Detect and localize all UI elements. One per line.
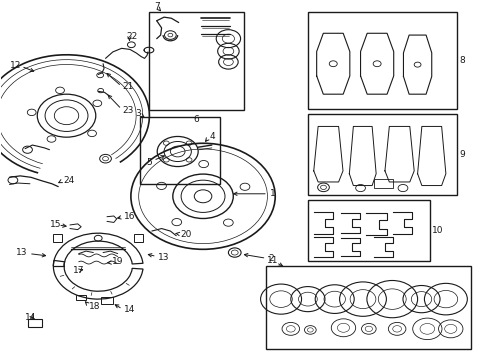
Text: 21: 21 [122, 82, 134, 91]
Text: 4: 4 [209, 132, 215, 141]
Bar [307, 12, 456, 108]
Bar [76, 295, 86, 300]
Text: 8: 8 [458, 56, 464, 65]
Bar [266, 266, 470, 348]
Text: 7: 7 [154, 2, 160, 11]
Bar [101, 297, 113, 304]
Text: 20: 20 [180, 230, 191, 239]
Text: 13: 13 [158, 253, 169, 262]
Text: 14: 14 [25, 312, 37, 321]
Text: 15: 15 [50, 220, 62, 229]
Bar [373, 179, 392, 188]
Bar [27, 319, 42, 327]
Text: 11: 11 [267, 256, 278, 265]
Text: 13: 13 [16, 248, 27, 257]
Text: 24: 24 [63, 176, 74, 185]
Text: 3: 3 [135, 109, 140, 118]
Bar [140, 117, 220, 184]
Text: 16: 16 [123, 212, 135, 221]
Bar [307, 200, 429, 261]
Bar [53, 234, 62, 242]
Text: 6: 6 [193, 115, 199, 124]
Text: 10: 10 [431, 226, 443, 235]
Bar [149, 12, 244, 110]
Text: 9: 9 [458, 150, 464, 159]
Text: 22: 22 [126, 32, 138, 41]
Text: 5: 5 [146, 158, 151, 167]
Bar [307, 114, 456, 194]
Text: 14: 14 [123, 305, 135, 314]
Text: 12: 12 [10, 61, 22, 70]
Text: 19: 19 [112, 257, 123, 266]
Text: 2: 2 [267, 255, 273, 264]
Text: 1: 1 [269, 189, 275, 198]
Text: 18: 18 [89, 302, 101, 311]
Bar [134, 234, 143, 242]
Text: 23: 23 [122, 106, 134, 115]
Text: 17: 17 [73, 266, 84, 275]
